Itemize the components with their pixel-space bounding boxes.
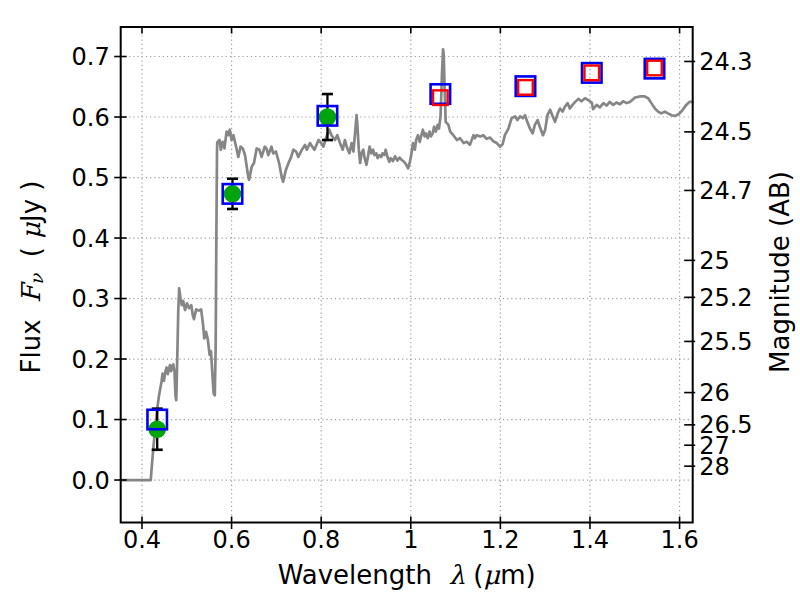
x-tick-label: 1.2	[481, 526, 519, 554]
flux-tick-label: 0.0	[72, 467, 110, 495]
sed-flux-magnitude-chart: 0.4 0.6 0.8 1 1.2 1.4 1.6 0.0 0.1 0.2 0.3 0.4 0.5 0.6…	[0, 0, 800, 600]
flux-tick-label: 0.4	[72, 225, 110, 253]
mag-tick-label: 25	[699, 247, 730, 275]
x-tick-label: 0.6	[212, 526, 250, 554]
markers-group	[147, 59, 664, 438]
flux-tick-label: 0.2	[72, 346, 110, 374]
flux-tick-label: 0.7	[72, 43, 110, 71]
red-square-point	[518, 80, 533, 95]
mag-tick-label: 25.5	[699, 328, 752, 356]
flux-tick-label: 0.6	[72, 104, 110, 132]
plot-border	[121, 27, 693, 523]
left-y-axis-label: Flux Fν ( μJy )	[16, 181, 47, 374]
observed-flux-point	[224, 185, 242, 203]
mag-tick-label: 26	[699, 379, 730, 407]
chart-svg: 0.4 0.6 0.8 1 1.2 1.4 1.6 0.0 0.1 0.2 0.3 0.4 0.5 0.6…	[0, 0, 800, 600]
right-y-axis-label: Magnitude (AB)	[765, 171, 795, 373]
mag-tick-label: 25.2	[699, 284, 752, 312]
flux-tick-label: 0.5	[72, 164, 110, 192]
mag-tick-label: 24.5	[699, 118, 752, 146]
x-tick-label: 0.4	[123, 526, 161, 554]
observed-flux-point	[319, 108, 337, 126]
red-square-point	[584, 66, 599, 81]
spectrum-line	[121, 49, 693, 480]
flux-tick-label: 0.3	[72, 285, 110, 313]
x-tick-label: 1.6	[660, 526, 698, 554]
mag-tick-label: 28	[699, 453, 730, 481]
x-tick-label: 1	[403, 526, 418, 554]
x-axis-label: Wavelength λ (μm)	[278, 560, 536, 590]
x-tick-label: 1.4	[571, 526, 609, 554]
red-square-point	[647, 61, 662, 76]
flux-tick-label: 0.1	[72, 406, 110, 434]
mag-tick-label: 24.7	[699, 177, 752, 205]
grid-lines	[121, 27, 693, 523]
x-tick-label: 0.8	[302, 526, 340, 554]
mag-tick-label: 24.3	[699, 48, 752, 76]
spectrum-line-group	[121, 49, 693, 480]
